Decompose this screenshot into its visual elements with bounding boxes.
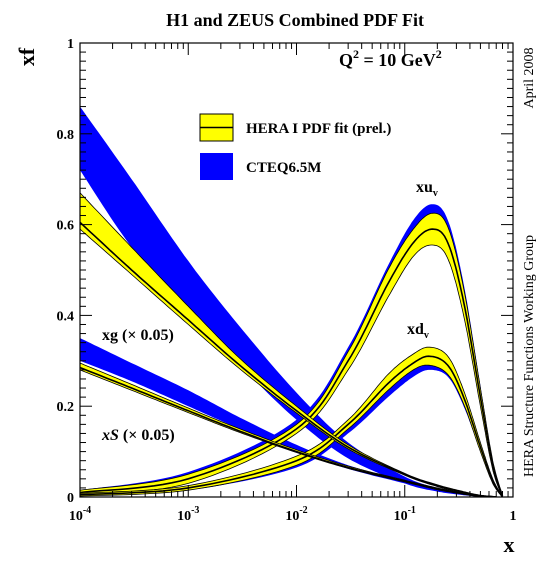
- hera-band-xuv: [80, 212, 503, 497]
- x-tick-label-exp: -4: [83, 505, 91, 516]
- y-tick-label: 0.8: [57, 128, 75, 143]
- legend-label-cteq: CTEQ6.5M: [246, 160, 321, 176]
- label-xdv-sub: v: [424, 330, 429, 341]
- label-xs: xS (× 0.05): [101, 427, 175, 444]
- y-tick-label: 0.4: [57, 309, 75, 324]
- y-tick-labels: 0 0.2 0.4 0.6 0.8 1: [57, 37, 75, 506]
- label-xuv-sub: v: [433, 188, 438, 199]
- x-tick-label: 10-3: [177, 505, 199, 524]
- y-axis-label: xf: [14, 47, 39, 66]
- scale-label: Q2 = 10 GeV2: [339, 47, 442, 70]
- scale-label-prefix: Q: [339, 50, 353, 70]
- hera-central-line-xuv: [80, 228, 504, 497]
- label-xuv: xuv: [416, 179, 438, 199]
- x-tick-label: 10-4: [69, 505, 91, 524]
- x-tick-label-base: 10: [177, 509, 191, 524]
- side-label-date: April 2008: [522, 47, 537, 108]
- x-tick-label: 10-2: [285, 505, 307, 524]
- y-tick-label: 0.2: [57, 400, 75, 415]
- legend: HERA I PDF fit (prel.) CTEQ6.5M: [199, 113, 391, 180]
- legend-swatch-cteq: [200, 153, 233, 180]
- y-tick-label: 1: [67, 37, 74, 52]
- x-tick-labels: 10-4 10-3 10-2 10-1 1: [69, 505, 517, 524]
- legend-label-hera: HERA I PDF fit (prel.): [246, 121, 391, 137]
- x-tick-label-exp: -3: [191, 505, 199, 516]
- hera-central-line-xdv: [80, 355, 504, 497]
- label-xs-base: xS: [101, 427, 119, 444]
- x-tick-label-base: 10: [69, 509, 83, 524]
- scale-label-mid: = 10 GeV: [359, 50, 436, 70]
- label-xdv: xdv: [407, 321, 429, 341]
- hera-band-xg: [80, 192, 497, 497]
- x-tick-label-base: 10: [394, 509, 408, 524]
- label-xuv-base: xu: [416, 179, 433, 196]
- hera-band-xS: [80, 362, 497, 497]
- label-xg: xg (× 0.05): [102, 327, 174, 344]
- side-label-group: HERA Structure Functions Working Group: [522, 235, 537, 477]
- x-tick-label: 10-1: [394, 505, 416, 524]
- axis-ticks: [79, 42, 513, 498]
- hera-band-xdv: [80, 346, 503, 497]
- label-xs-rest: (× 0.05): [119, 427, 175, 444]
- scale-label-sup2: 2: [436, 47, 442, 61]
- label-xdv-base: xd: [407, 321, 424, 338]
- x-axis-label: x: [504, 532, 515, 557]
- x-tick-label-exp: -1: [408, 505, 416, 516]
- y-tick-label: 0: [67, 491, 74, 506]
- scale-label-sup: 2: [353, 47, 359, 61]
- x-tick-label: 1: [510, 509, 517, 524]
- x-tick-label-base: 10: [285, 509, 299, 524]
- x-tick-label-exp: -2: [299, 505, 307, 516]
- x-tick-label-base: 1: [510, 509, 517, 524]
- chart-title: H1 and ZEUS Combined PDF Fit: [166, 10, 424, 30]
- y-tick-label: 0.6: [57, 219, 75, 234]
